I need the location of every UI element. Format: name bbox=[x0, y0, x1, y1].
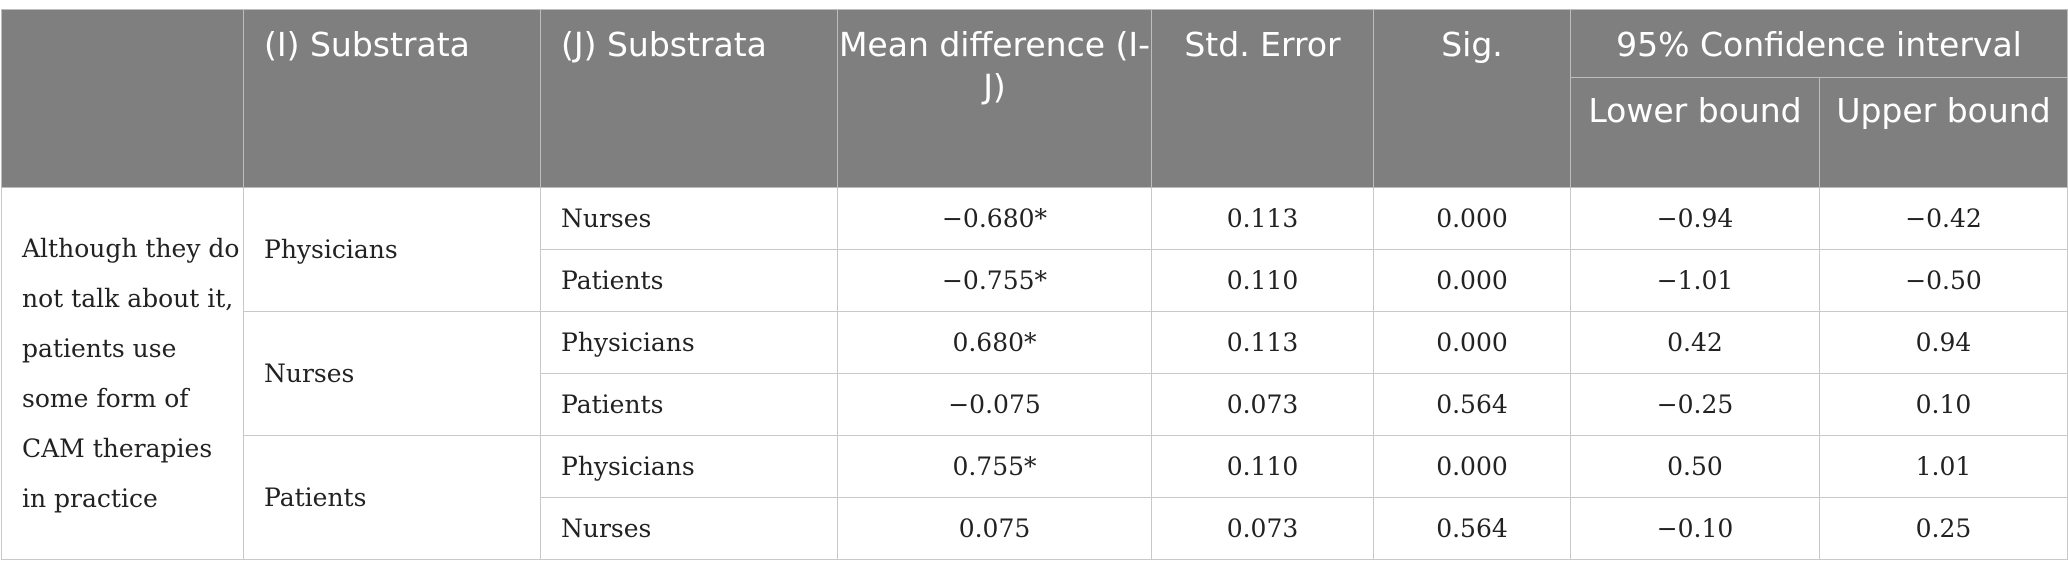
upper-bound-cell: 1.01 bbox=[1819, 435, 2068, 498]
header-upper-bound: Upper bound bbox=[1819, 77, 2068, 188]
header-j-substrata: (J) Substrata bbox=[540, 9, 838, 188]
std-error-cell: 0.113 bbox=[1151, 311, 1374, 374]
header-mean-difference: Mean difference (I-J) bbox=[837, 9, 1152, 188]
table-row: Nurses Physicians 0.680* 0.113 0.000 0.4… bbox=[2, 311, 2068, 436]
j-substrata-cell: Patients bbox=[540, 249, 838, 312]
table-body: Although they do not talk about it, pati… bbox=[1, 187, 2068, 560]
mean-difference-cell: −0.680* bbox=[837, 187, 1152, 250]
table-row: Although they do not talk about it, pati… bbox=[1, 187, 2068, 560]
j-substrata-cell: Patients bbox=[540, 373, 838, 436]
upper-bound-cell: 0.25 bbox=[1819, 497, 2068, 560]
j-substrata-cell: Physicians bbox=[540, 435, 838, 498]
j-substrata-cell: Nurses bbox=[540, 187, 838, 250]
mean-difference-cell: 0.680* bbox=[837, 311, 1152, 374]
i-substrata-cell: Patients bbox=[243, 435, 541, 560]
upper-bound-cell: −0.42 bbox=[1819, 187, 2068, 250]
lower-bound-cell: −1.01 bbox=[1570, 249, 1820, 312]
sig-cell: 0.564 bbox=[1373, 373, 1571, 436]
std-error-cell: 0.073 bbox=[1151, 373, 1374, 436]
mean-difference-cell: −0.755* bbox=[837, 249, 1152, 312]
header-lower-bound: Lower bound bbox=[1570, 77, 1820, 188]
table-row: Nurses 0.075 0.073 0.564 −0.10 0.25 bbox=[2, 497, 2068, 560]
sig-cell: 0.000 bbox=[1373, 311, 1571, 374]
std-error-cell: 0.110 bbox=[1151, 249, 1374, 312]
comparison-table-container: (I) Substrata (J) Substrata Mean differe… bbox=[1, 9, 2068, 560]
sig-cell: 0.564 bbox=[1373, 497, 1571, 560]
mean-difference-cell: 0.075 bbox=[837, 497, 1152, 560]
header-sig: Sig. bbox=[1373, 9, 1571, 188]
header-blank bbox=[1, 9, 244, 188]
header-std-error: Std. Error bbox=[1151, 9, 1374, 188]
std-error-cell: 0.073 bbox=[1151, 497, 1374, 560]
table-row: Patients Physicians 0.755* 0.110 0.000 0… bbox=[2, 435, 2068, 560]
j-substrata-cell: Physicians bbox=[540, 311, 838, 374]
i-substrata-cell: Physicians bbox=[243, 187, 541, 312]
mean-difference-cell: 0.755* bbox=[837, 435, 1152, 498]
i-substrata-cell: Nurses bbox=[243, 311, 541, 436]
mean-difference-cell: −0.075 bbox=[837, 373, 1152, 436]
lower-bound-cell: −0.25 bbox=[1570, 373, 1820, 436]
sig-cell: 0.000 bbox=[1373, 435, 1571, 498]
upper-bound-cell: 0.10 bbox=[1819, 373, 2068, 436]
lower-bound-cell: −0.94 bbox=[1570, 187, 1820, 250]
table-row: Patients −0.755* 0.110 0.000 −1.01 −0.50 bbox=[2, 249, 2068, 312]
measure-label: Although they do not talk about it, pati… bbox=[1, 187, 244, 560]
lower-bound-cell: −0.10 bbox=[1570, 497, 1820, 560]
lower-bound-cell: 0.42 bbox=[1570, 311, 1820, 374]
header-row-sub: Lower bound Upper bound bbox=[2, 77, 2068, 188]
sig-cell: 0.000 bbox=[1373, 249, 1571, 312]
lower-bound-cell: 0.50 bbox=[1570, 435, 1820, 498]
j-substrata-cell: Nurses bbox=[540, 497, 838, 560]
std-error-cell: 0.110 bbox=[1151, 435, 1374, 498]
header-row-top: (I) Substrata (J) Substrata Mean differe… bbox=[1, 9, 2068, 188]
std-error-cell: 0.113 bbox=[1151, 187, 1374, 250]
upper-bound-cell: 0.94 bbox=[1819, 311, 2068, 374]
header-i-substrata: (I) Substrata bbox=[243, 9, 541, 188]
sig-cell: 0.000 bbox=[1373, 187, 1571, 250]
post-hoc-comparison-table: (I) Substrata (J) Substrata Mean differe… bbox=[1, 9, 2068, 560]
upper-bound-cell: −0.50 bbox=[1819, 249, 2068, 312]
header-confidence-interval: 95% Confidence interval bbox=[1570, 9, 2068, 78]
